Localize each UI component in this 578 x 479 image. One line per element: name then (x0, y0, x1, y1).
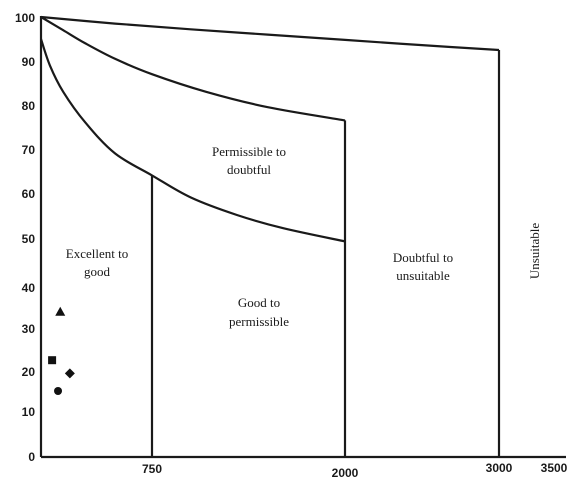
y-tick-20: 20 (22, 365, 36, 379)
curve-top (40, 15, 500, 52)
region-good-permissible-line1: Good to (238, 295, 280, 310)
point-diamond (64, 368, 75, 379)
x-tick-2000: 2000 (332, 466, 359, 479)
point-triangle (55, 306, 66, 316)
region-permissible-doubtful-line1: Permissible to (212, 144, 286, 159)
y-tick-0: 0 (28, 450, 35, 464)
curve-bottom (39, 38, 346, 243)
y-tick-100: 100 (15, 11, 35, 25)
y-tick-40: 40 (22, 281, 36, 295)
y-tick-labels: 100 90 80 70 60 50 40 30 20 10 0 (15, 11, 35, 464)
region-permissible-doubtful-line2: doubtful (227, 162, 271, 177)
point-circle (54, 387, 63, 395)
region-good-permissible-line2: permissible (229, 314, 289, 329)
y-tick-90: 90 (22, 55, 36, 69)
curve-middle (40, 16, 346, 122)
region-excellent-line1: Excellent to (66, 246, 128, 261)
y-tick-50: 50 (22, 232, 36, 246)
x-tick-labels: 750 2000 3000 3500 (142, 461, 568, 479)
y-tick-60: 60 (22, 187, 36, 201)
y-tick-70: 70 (22, 143, 36, 157)
y-tick-80: 80 (22, 99, 36, 113)
y-tick-10: 10 (22, 405, 36, 419)
boundaries (39, 15, 501, 457)
x-tick-750: 750 (142, 462, 162, 476)
y-tick-30: 30 (22, 322, 36, 336)
region-doubtful-unsuitable-line1: Doubtful to (393, 250, 453, 265)
region-unsuitable: Unsuitable (527, 223, 542, 280)
x-tick-3000: 3000 (486, 461, 513, 475)
region-excellent-line2: good (84, 264, 111, 279)
point-square (48, 356, 57, 365)
x-tick-3500: 3500 (541, 461, 568, 475)
region-doubtful-unsuitable-line2: unsuitable (396, 268, 450, 283)
data-points (48, 306, 75, 395)
